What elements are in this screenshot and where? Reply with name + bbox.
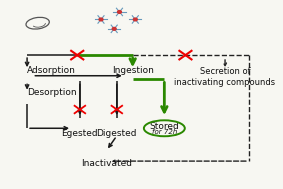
Text: Ingestion: Ingestion	[112, 66, 154, 75]
Circle shape	[99, 18, 103, 21]
Text: Secretion of: Secretion of	[200, 67, 250, 76]
Text: Egested: Egested	[62, 129, 98, 138]
Text: Desorption: Desorption	[27, 88, 77, 97]
Text: Adsorption: Adsorption	[27, 66, 76, 75]
Text: Digested: Digested	[97, 129, 137, 138]
Text: inactivating compounds: inactivating compounds	[175, 78, 276, 87]
Circle shape	[133, 18, 137, 21]
Text: Stored: Stored	[149, 122, 179, 131]
Circle shape	[117, 11, 121, 13]
Text: Inactivated: Inactivated	[81, 159, 132, 168]
Text: for 72h: for 72h	[152, 129, 177, 135]
Circle shape	[112, 27, 116, 30]
